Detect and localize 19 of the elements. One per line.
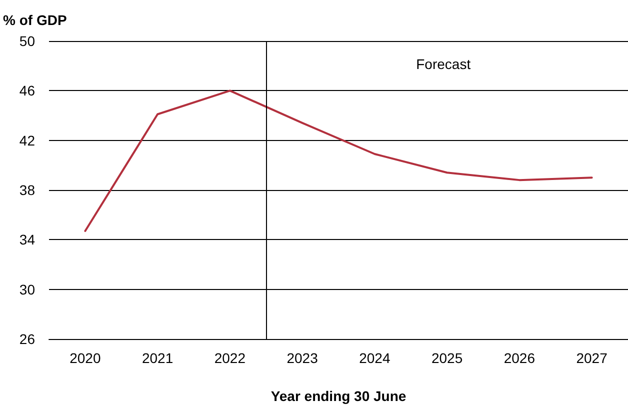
line-series [84, 90, 593, 232]
y-tick-label: 26 [19, 331, 36, 347]
ref-line-label: Forecast [416, 56, 471, 72]
y-axis-title: % of GDP [3, 12, 67, 28]
x-tick-label: 2020 [70, 350, 101, 366]
x-axis-title: Year ending 30 June [270, 388, 406, 404]
x-tick-label: 2026 [504, 350, 536, 366]
x-tick-label: 2027 [576, 350, 608, 366]
y-tick-label: 38 [19, 182, 36, 198]
y-tick-label: 42 [19, 132, 36, 148]
x-tick-label: 2021 [142, 350, 174, 366]
y-tick-label: 46 [19, 82, 36, 99]
y-tick-label: 30 [19, 281, 36, 298]
x-tick-label: 2024 [359, 350, 390, 366]
y-tick-label: 50 [19, 33, 36, 49]
x-tick-label: 2025 [431, 350, 463, 366]
x-tick-label: 2022 [214, 350, 246, 366]
y-tick-label: 34 [19, 232, 36, 248]
x-tick-label: 2023 [286, 350, 318, 366]
